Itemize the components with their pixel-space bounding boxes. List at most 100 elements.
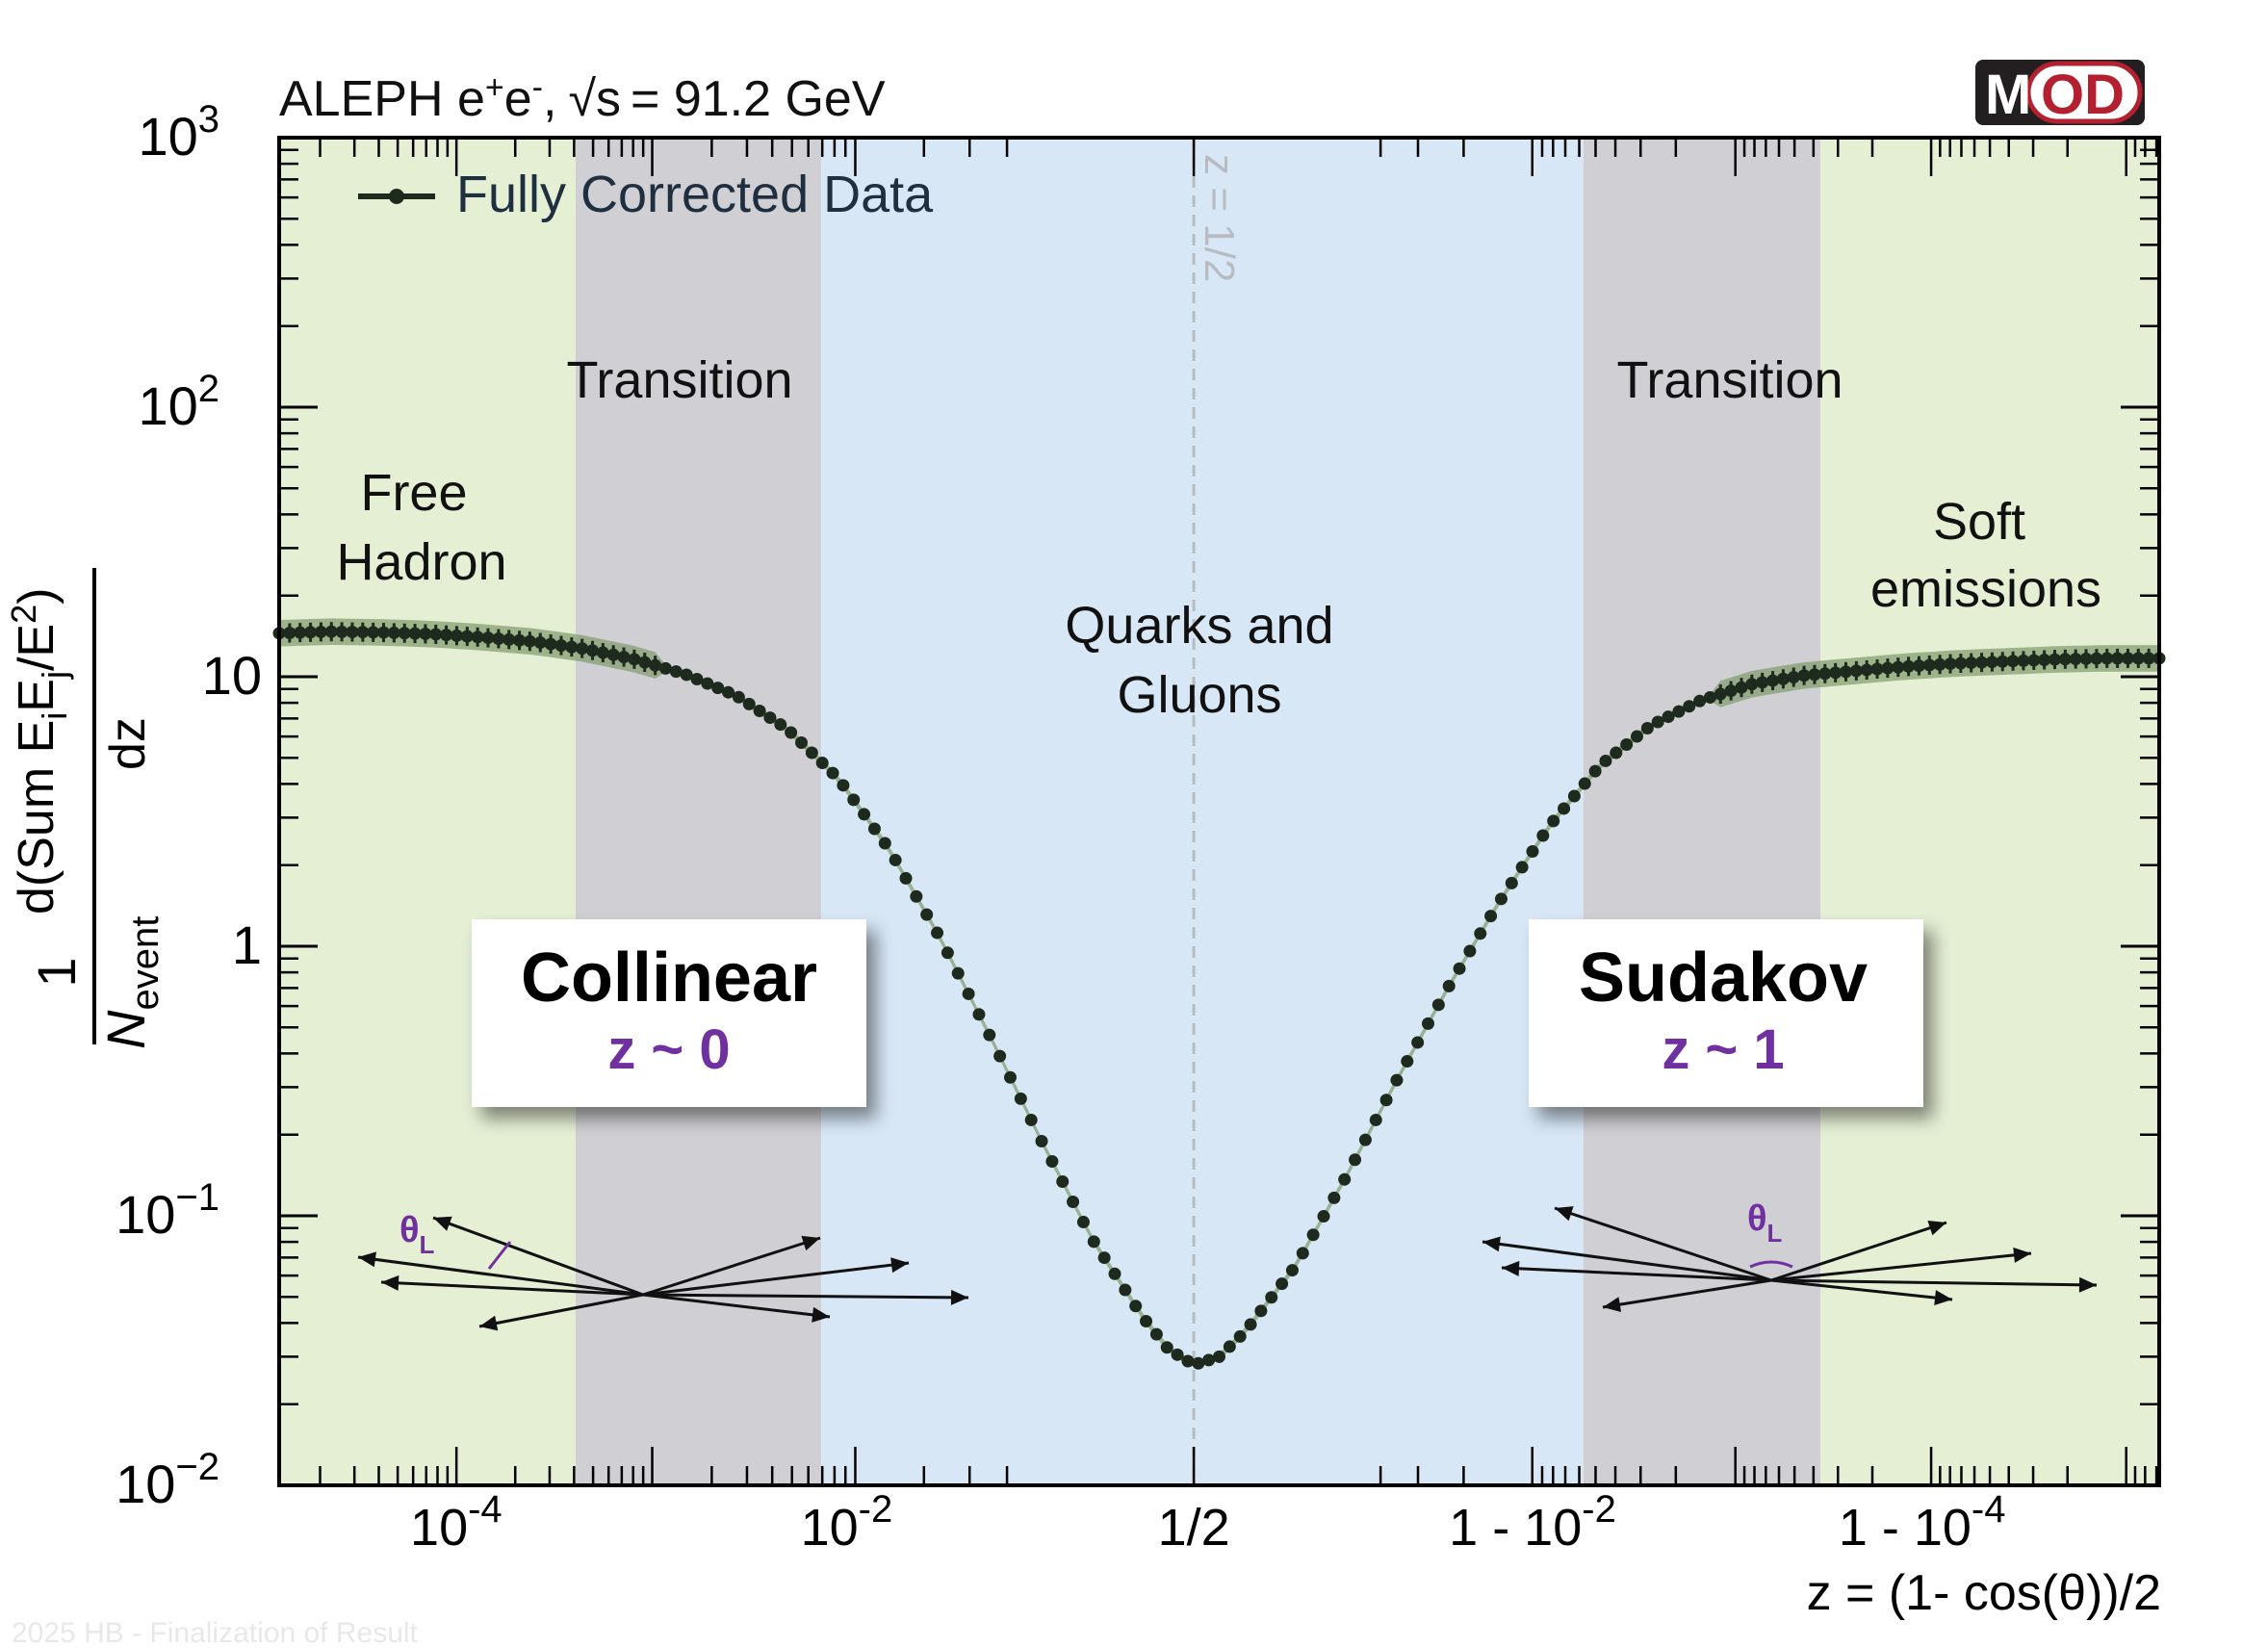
data-point [763, 711, 777, 725]
sudakov-jet-diagram [1482, 1206, 2098, 1313]
data-point [617, 651, 631, 664]
svg-text:Nevent: Nevent [95, 916, 167, 1049]
data-point [2100, 652, 2114, 665]
jet-arrowhead [479, 1315, 499, 1331]
region-bands [279, 138, 2159, 1485]
data-point [1265, 1291, 1278, 1304]
data-point [1735, 681, 1748, 694]
data-point [1578, 777, 1591, 790]
data-point [1358, 1133, 1372, 1146]
data-point [1285, 1264, 1299, 1277]
data-point [1975, 656, 1989, 669]
data-point [972, 1008, 986, 1021]
region-transition-left [575, 138, 822, 1485]
data-point [324, 625, 338, 638]
data-point [346, 626, 359, 639]
jet-arrow [478, 1293, 644, 1328]
data-point [1954, 657, 1968, 670]
data-point [314, 625, 327, 638]
jet-arrowhead [358, 1251, 376, 1268]
y-tick-label: 10−2 [116, 1446, 219, 1514]
data-point [1797, 669, 1811, 682]
y-tick-label: 103 [138, 98, 219, 167]
data-point [1192, 1356, 1205, 1370]
angle-arc [487, 1241, 512, 1270]
data-point [680, 668, 693, 682]
data-point [576, 642, 589, 656]
plot-frame [277, 136, 2161, 1487]
jet-arrow [1482, 1240, 1772, 1282]
data-point [878, 837, 891, 850]
data-point [1631, 730, 1643, 743]
jet-arrowhead [801, 1235, 820, 1251]
data-point [826, 766, 839, 780]
data-point [1463, 944, 1477, 958]
data-point [785, 726, 798, 739]
data-point [1338, 1172, 1352, 1186]
data-point [690, 673, 704, 686]
data-point [1306, 1228, 1320, 1242]
data-point [1985, 656, 1998, 669]
data-point [1087, 1235, 1100, 1249]
data-point [1390, 1073, 1404, 1087]
data-point [993, 1049, 1007, 1063]
data-points [272, 622, 2166, 1370]
data-point [983, 1028, 996, 1042]
data-point [1640, 722, 1654, 735]
data-point [1745, 678, 1759, 691]
svg-text:z ~ 0: z ~ 0 [607, 1018, 730, 1081]
watermark: 2025 HB - Finalization of Result [12, 1617, 419, 1648]
data-point [2017, 654, 2030, 667]
data-point [1296, 1247, 1309, 1260]
data-point [1620, 737, 1634, 751]
data-point [805, 746, 818, 760]
data-point [503, 632, 516, 646]
data-point [283, 626, 296, 639]
data-point [1024, 1113, 1038, 1126]
x-tick-label: 10-4 [410, 1488, 503, 1557]
data-point [1672, 705, 1686, 718]
x-tick-label: 10-2 [801, 1488, 893, 1557]
x-tick-label: 1 - 10-4 [1839, 1488, 2006, 1557]
data-point [1870, 662, 1884, 676]
jet-arrowhead [433, 1216, 452, 1231]
region-free-hadron-left [279, 138, 576, 1485]
collinear-jet-diagram [357, 1216, 969, 1331]
y-tick-label: 10 [202, 645, 262, 706]
svg-text:M: M [1985, 64, 2031, 126]
data-point [471, 631, 484, 644]
jet-arrow [642, 1293, 831, 1319]
data-point [1944, 657, 1957, 671]
region-quarks-gluons [821, 138, 1584, 1485]
data-point [1505, 876, 1518, 889]
data-point [2058, 653, 2072, 666]
jet-arrow [380, 1280, 644, 1297]
data-point [2069, 653, 2082, 666]
jet-arrowhead [890, 1257, 909, 1274]
label-quarks-gluons: Quarks and Gluons [1065, 597, 1333, 724]
svg-text:Collinear: Collinear [521, 940, 817, 1017]
plot-title: ALEPH e+e-, √s = 91.2 GeV [279, 69, 886, 127]
data-point [419, 627, 432, 640]
data-point [1683, 700, 1696, 713]
jet-arrow [1770, 1221, 1947, 1282]
data-point [1494, 892, 1508, 906]
data-point [1474, 927, 1487, 940]
data-point [1776, 672, 1790, 685]
data-point [492, 631, 505, 645]
data-point [398, 627, 411, 640]
data-point [1181, 1354, 1195, 1368]
data-point [1160, 1341, 1173, 1354]
data-point [2006, 655, 2020, 668]
data-point [1484, 910, 1498, 923]
data-point [1902, 659, 1916, 673]
data-point [858, 808, 871, 821]
data-point [1881, 661, 1894, 675]
data-point [1849, 664, 1863, 678]
data-point [889, 853, 902, 866]
label-transition-left: Transition [566, 351, 792, 409]
angle-arc [1749, 1260, 1793, 1269]
data-point [1840, 665, 1852, 679]
jet-arrow [1770, 1278, 2098, 1287]
